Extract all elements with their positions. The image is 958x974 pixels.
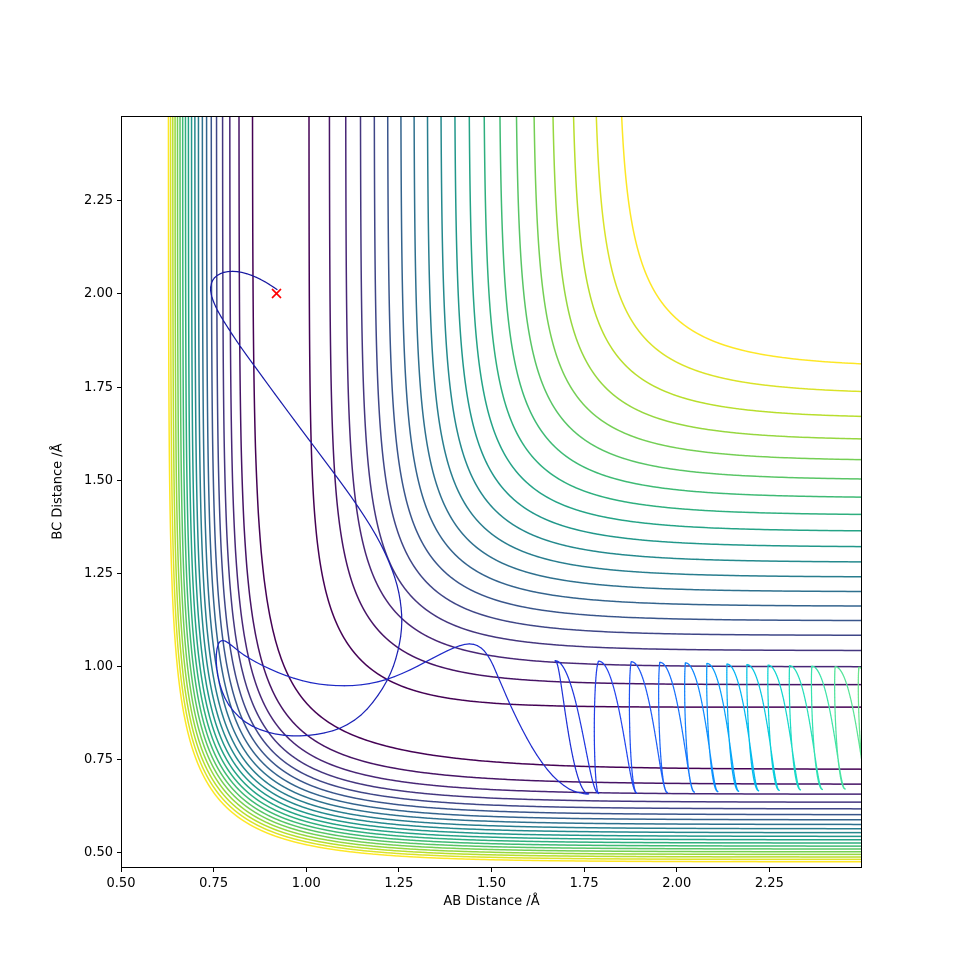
x-marker-glyph — [271, 288, 282, 300]
y-tick-label: 1.25 — [84, 565, 113, 581]
x-tick — [305, 868, 307, 872]
y-tick — [117, 293, 121, 295]
y-tick — [117, 479, 121, 481]
y-tick-label: 1.00 — [84, 658, 113, 674]
y-tick-label: 2.25 — [84, 193, 113, 209]
y-tick-label: 0.50 — [84, 844, 113, 860]
contour-plot-canvas — [121, 116, 862, 868]
x-tick — [213, 868, 215, 872]
x-tick-label: 1.00 — [291, 876, 321, 891]
x-tick — [120, 868, 122, 872]
y-tick-label: 1.75 — [84, 379, 113, 395]
trajectory-start-marker — [271, 288, 282, 300]
x-tick-label: 0.75 — [199, 876, 229, 891]
x-tick-label: 2.00 — [662, 876, 692, 891]
y-axis-label: BC Distance /Å — [50, 443, 66, 540]
x-tick-label: 1.75 — [569, 876, 599, 891]
x-tick-label: 0.50 — [106, 876, 136, 891]
x-tick — [398, 868, 400, 872]
y-tick — [117, 758, 121, 760]
y-tick — [117, 665, 121, 667]
x-axis-label: AB Distance /Å — [443, 894, 540, 909]
x-tick — [676, 868, 678, 872]
y-tick-label: 2.00 — [84, 286, 113, 302]
y-tick — [117, 851, 121, 853]
x-tick — [583, 868, 585, 872]
x-tick — [491, 868, 492, 872]
y-tick — [117, 572, 121, 574]
y-tick — [117, 386, 121, 388]
y-tick-label: 0.75 — [84, 751, 113, 767]
y-tick — [117, 200, 121, 202]
x-tick — [768, 868, 770, 872]
x-tick-label: 1.50 — [477, 876, 506, 891]
x-tick-label: 2.25 — [754, 876, 784, 891]
y-tick-label: 1.50 — [84, 472, 113, 488]
x-tick-label: 1.25 — [384, 876, 414, 891]
